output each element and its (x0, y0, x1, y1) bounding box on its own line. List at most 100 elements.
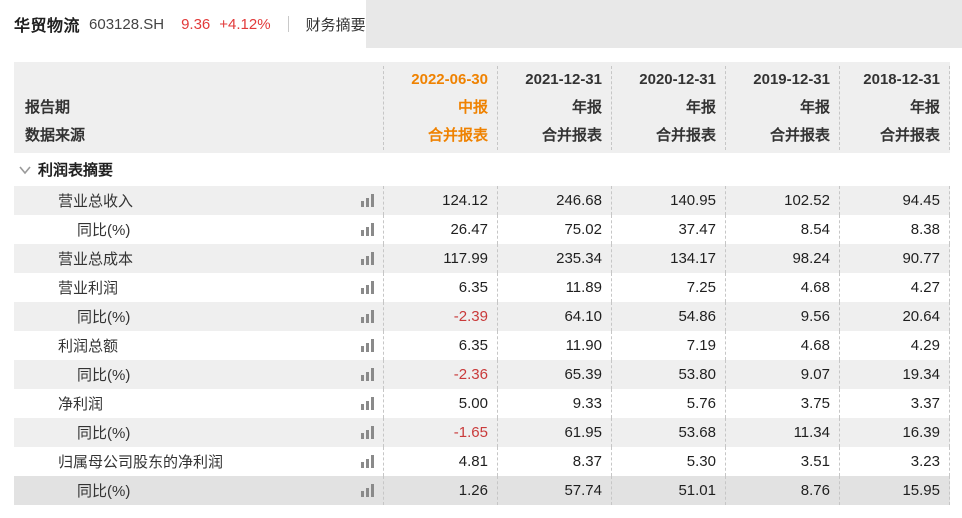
table-row: 同比(%) -1.65 61.95 53.68 11.34 16.39 (14, 418, 950, 447)
header-column-period: 2020-12-31 年报 合并报表 (611, 66, 725, 150)
value-cell: 11.90 (497, 331, 611, 360)
financial-summary-table: 报告期 数据来源 2022-06-30 中报合并报表 2021-12-31 年报合并报… (14, 62, 950, 505)
row-label: 营业利润 (58, 280, 119, 297)
value-cell: -2.36 (383, 360, 497, 389)
value-cell: 37.47 (611, 215, 725, 244)
value-cell: 9.33 (497, 389, 611, 418)
table-row: 同比(%) -2.36 65.39 53.80 9.07 19.34 (14, 360, 950, 389)
report-date: 2020-12-31 (639, 71, 716, 88)
row-label: 同比(%) (77, 222, 131, 239)
data-source: 合并报表 (769, 127, 830, 144)
value-cell: 124.12 (383, 186, 497, 215)
value-cell: 16.39 (839, 418, 950, 447)
report-type: 中报 (457, 99, 488, 116)
value-cell: 3.23 (839, 447, 950, 476)
value-cell: 5.30 (611, 447, 725, 476)
value-cell: 7.19 (611, 331, 725, 360)
value-cell: 20.64 (839, 302, 950, 331)
value-cell: -2.39 (383, 302, 497, 331)
value-cell: 61.95 (497, 418, 611, 447)
row-label-cell: 营业总成本 (14, 244, 383, 273)
row-label: 营业总收入 (58, 193, 134, 210)
value-cell: 8.38 (839, 215, 950, 244)
bar-chart-icon[interactable] (361, 252, 374, 265)
value-cell: 64.10 (497, 302, 611, 331)
report-type: 年报 (685, 99, 716, 116)
row-label: 同比(%) (77, 425, 131, 442)
stock-name: 华贸物流 (14, 18, 81, 35)
value-cell: 9.56 (725, 302, 839, 331)
table-body: 营业总收入 124.12 246.68 140.95 102.52 94.45 同比(%) 2… (14, 186, 950, 505)
table-row: 利润总额 6.35 11.90 7.19 4.68 4.29 (14, 331, 950, 360)
report-type: 年报 (571, 99, 602, 116)
chevron-down-icon[interactable] (18, 165, 32, 175)
report-type: 年报 (909, 99, 940, 116)
bar-chart-icon[interactable] (361, 339, 374, 352)
value-cell: 94.45 (839, 186, 950, 215)
value-cell: 117.99 (383, 244, 497, 273)
value-cell: 54.86 (611, 302, 725, 331)
row-label-cell: 同比(%) (14, 360, 383, 389)
value-cell: 3.75 (725, 389, 839, 418)
bar-chart-icon[interactable] (361, 455, 374, 468)
bar-chart-icon[interactable] (361, 368, 374, 381)
report-date: 2019-12-31 (753, 71, 830, 88)
report-type: 年报 (799, 99, 830, 116)
value-cell: 8.37 (497, 447, 611, 476)
value-cell: 65.39 (497, 360, 611, 389)
value-cell: 53.80 (611, 360, 725, 389)
row-label: 营业总成本 (58, 251, 134, 268)
value-cell: 246.68 (497, 186, 611, 215)
table-row: 同比(%) -2.39 64.10 54.86 9.56 20.64 (14, 302, 950, 331)
value-cell: 4.68 (725, 331, 839, 360)
report-date: 2022-06-30 (411, 71, 488, 88)
value-cell: 4.81 (383, 447, 497, 476)
value-cell: 4.68 (725, 273, 839, 302)
bar-chart-icon[interactable] (361, 223, 374, 236)
header-label-cell: 报告期 数据来源 (14, 66, 383, 150)
bar-chart-icon[interactable] (361, 194, 374, 207)
value-cell: 8.76 (725, 476, 839, 505)
row-label-cell: 营业总收入 (14, 186, 383, 215)
value-cell: 19.34 (839, 360, 950, 389)
value-cell: 90.77 (839, 244, 950, 273)
table-row: 营业总收入 124.12 246.68 140.95 102.52 94.45 (14, 186, 950, 215)
value-cell: 140.95 (611, 186, 725, 215)
bar-chart-icon[interactable] (361, 310, 374, 323)
table-row: 净利润 5.00 9.33 5.76 3.75 3.37 (14, 389, 950, 418)
table-row: 同比(%) 26.47 75.02 37.47 8.54 8.38 (14, 215, 950, 244)
value-cell: 3.37 (839, 389, 950, 418)
table-row: 营业利润 6.35 11.89 7.25 4.68 4.27 (14, 273, 950, 302)
table-row: 营业总成本 117.99 235.34 134.17 98.24 90.77 (14, 244, 950, 273)
spacer (0, 48, 962, 62)
value-cell: 98.24 (725, 244, 839, 273)
stock-code: 603128.SH (89, 15, 165, 33)
row-label-cell: 同比(%) (14, 302, 383, 331)
value-cell: 7.25 (611, 273, 725, 302)
table-row: 同比(%) 1.26 57.74 51.01 8.76 15.95 (14, 476, 950, 505)
row-label-cell: 同比(%) (14, 418, 383, 447)
value-cell: 57.74 (497, 476, 611, 505)
header-column-period: 2021-12-31 年报 合并报表 (497, 66, 611, 150)
bar-chart-icon[interactable] (361, 397, 374, 410)
value-cell: 26.47 (383, 215, 497, 244)
row-label: 同比(%) (77, 309, 131, 326)
bar-chart-icon[interactable] (361, 426, 374, 439)
value-cell: 102.52 (725, 186, 839, 215)
report-period-label: 报告期 (25, 99, 71, 116)
bar-chart-icon[interactable] (361, 281, 374, 294)
report-date: 2021-12-31 (525, 71, 602, 88)
value-cell: 5.76 (611, 389, 725, 418)
header-empty-line (14, 66, 383, 94)
value-cell: 3.51 (725, 447, 839, 476)
header-column-period: 2018-12-31 年报 合并报表 (839, 66, 950, 150)
value-cell: 8.54 (725, 215, 839, 244)
bar-chart-icon[interactable] (361, 484, 374, 497)
data-source: 合并报表 (879, 127, 940, 144)
row-label: 同比(%) (77, 367, 131, 384)
row-label-cell: 利润总额 (14, 331, 383, 360)
stock-header: 华贸物流 603128.SH 9.36 +4.12% 财务摘要 (0, 0, 366, 48)
section-row-income-statement[interactable]: 利润表摘要 (14, 153, 950, 186)
value-cell: 51.01 (611, 476, 725, 505)
